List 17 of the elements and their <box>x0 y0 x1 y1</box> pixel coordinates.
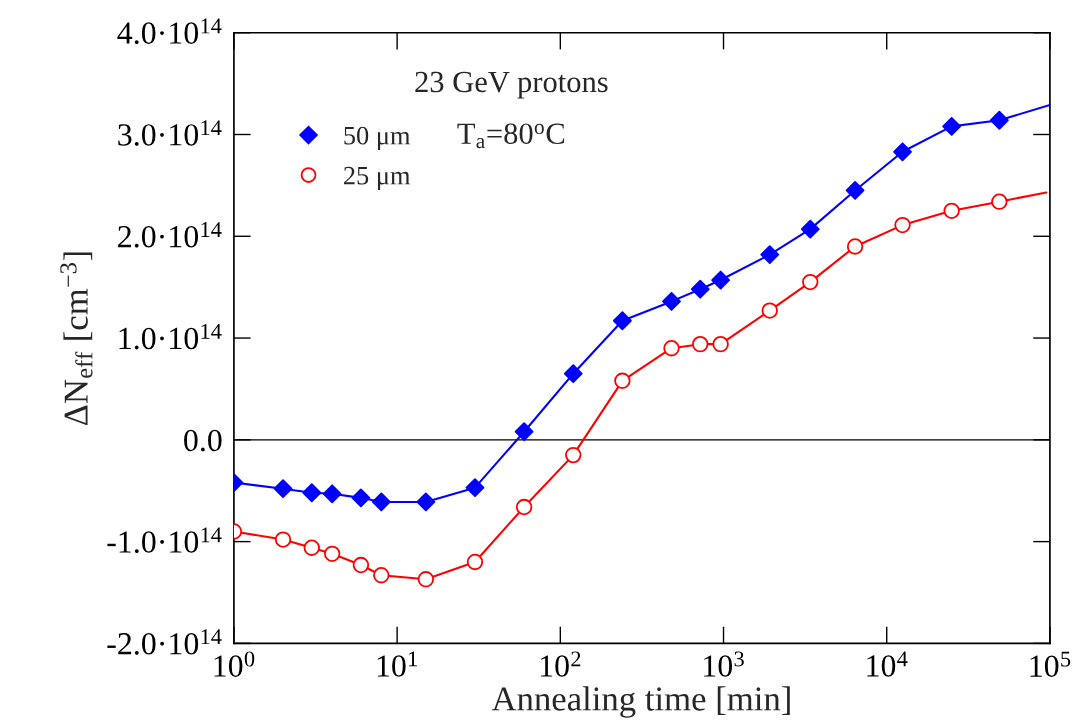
x-tick-label: 10$^{1}$ <box>377 651 417 677</box>
y-tick-label: 4.0·10$^{14}$ <box>117 18 222 45</box>
x-tick-label: 10$^{2}$ <box>540 651 581 677</box>
legend-label: 50 μm <box>344 126 411 150</box>
annotation: 23 GeV protons <box>415 71 608 99</box>
y-axis-title: ΔN$_{eff}$ [cm$^{−3}$] <box>60 252 93 426</box>
x-tick-label: 10$^{5}$ <box>1030 651 1071 677</box>
y-tick-label: 0.0 <box>184 429 222 452</box>
legend-label: 25 μm <box>344 166 411 190</box>
y-tick-label: 2.0·10$^{14}$ <box>118 222 222 248</box>
x-tick-label: 10$^{4}$ <box>867 651 908 677</box>
y-tick-label: 1.0·10$^{14}$ <box>119 323 222 350</box>
x-tick-label: 10$^{3}$ <box>704 651 744 677</box>
y-tick-label: -1.0·10$^{14}$ <box>107 527 222 553</box>
annotation: T$_{a}$=80$^{o}$C <box>457 123 565 149</box>
y-tick-label: 3.0·10$^{14}$ <box>118 120 222 146</box>
x-axis-title: Annealing time [min] <box>491 686 790 718</box>
